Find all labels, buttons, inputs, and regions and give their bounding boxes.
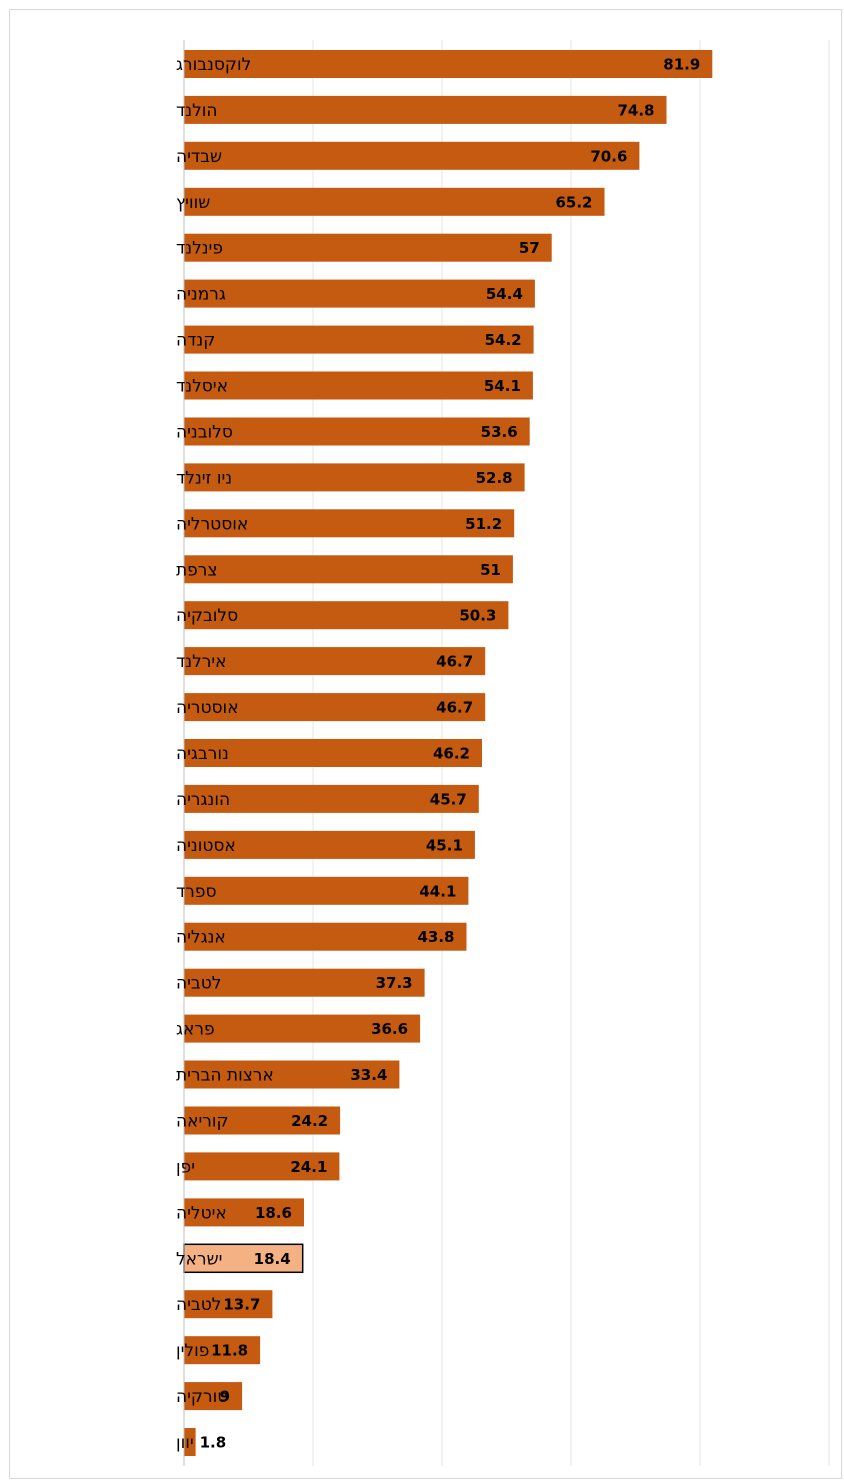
value-label: 24.2 [291,1112,328,1130]
value-label: 36.6 [371,1020,408,1038]
category-label: יוון [176,1433,194,1453]
bar [184,1014,421,1043]
bar [184,509,515,538]
bar [184,1382,243,1411]
category-label: איטליה [176,1203,227,1223]
category-label: פראג [176,1020,215,1040]
value-label: 46.2 [433,745,470,763]
category-label: ישראל [176,1249,222,1269]
value-label: 18.4 [254,1250,291,1268]
bar [184,784,479,813]
value-label: 51.2 [465,515,502,533]
category-label: צרפת [176,560,217,580]
bar [184,1060,400,1089]
value-label: 57 [519,239,540,257]
category-label: אוסטריה [176,698,239,718]
category-label: טורקיה [176,1387,228,1407]
category-label: שבדיה [176,147,222,167]
bar [184,325,534,354]
value-label: 52.8 [476,469,513,487]
category-label: פולין [176,1341,209,1361]
value-label: 70.6 [590,147,627,165]
value-label: 37.3 [376,974,413,992]
value-label: 43.8 [417,928,454,946]
category-label: קוריאה [176,1112,229,1132]
bar [184,463,525,492]
value-label: 13.7 [223,1296,260,1314]
bar [184,647,486,676]
value-label: 46.7 [436,699,473,717]
category-label: סלובניה [176,423,233,443]
value-label: 45.7 [430,790,467,808]
category-label: יפן [176,1157,195,1177]
category-label: אסטוניה [176,836,236,856]
category-label: אנגליה [176,928,226,948]
value-label: 1.8 [200,1434,227,1452]
category-label: לוקסנבורג [176,55,251,75]
bar [184,1198,304,1227]
value-label: 81.9 [663,56,700,74]
value-label: 33.4 [350,1066,387,1084]
category-label: נורבגיה [176,744,229,764]
category-label: הולנד [176,101,218,121]
bar [184,371,533,400]
bar [184,555,513,584]
bar [184,95,667,124]
bar [184,1152,340,1181]
bar [184,601,509,630]
bar [184,739,482,767]
value-label: 74.8 [617,101,654,119]
value-label: 9 [220,1388,230,1406]
bar [184,141,640,170]
category-label: איסלנד [176,377,228,397]
category-label: קנדה [176,331,215,351]
value-label: 24.1 [290,1158,327,1176]
category-label: שוויץ [176,193,210,213]
bar [184,187,605,216]
bar [184,693,486,722]
value-label: 50.3 [459,607,496,625]
bar [184,233,552,262]
bar [184,279,535,308]
value-label: 54.2 [485,331,522,349]
category-label: סלובקיה [176,606,238,626]
value-label: 11.8 [211,1342,248,1360]
category-label: גרמניה [176,285,226,305]
value-label: 44.1 [419,882,456,900]
bar [184,1428,196,1456]
bar [184,1290,273,1319]
category-label: לטביה [176,974,221,994]
category-label: לטביה [176,1295,221,1315]
value-label: 45.1 [426,836,463,854]
category-label: אירלנד [176,652,227,672]
bar [184,876,469,905]
category-label: הונגריה [176,790,230,810]
bar [184,1106,341,1135]
value-label: 54.4 [486,285,523,303]
bar [184,968,425,997]
labels: לוקסנבורג 81.9 הולנד 74.8 שבדיה 70.6 שוויץ 65.2… [176,55,700,1453]
bar [184,1336,261,1365]
category-label: פינלנד [176,239,223,259]
value-label: 53.6 [481,423,518,441]
bar [184,50,713,78]
bar [184,830,475,859]
bar [184,417,530,446]
category-label: ניו זינלד [176,468,232,488]
value-label: 18.6 [255,1204,292,1222]
value-label: 51 [480,561,501,579]
value-label: 46.7 [436,653,473,671]
value-label: 54.1 [484,377,521,395]
bar [184,922,467,951]
bars [183,50,713,1456]
category-label: אוסטרליה [176,514,248,534]
category-label: ספרד [176,882,217,902]
value-label: 65.2 [555,193,592,211]
category-label: ארצות הברית [176,1066,274,1086]
